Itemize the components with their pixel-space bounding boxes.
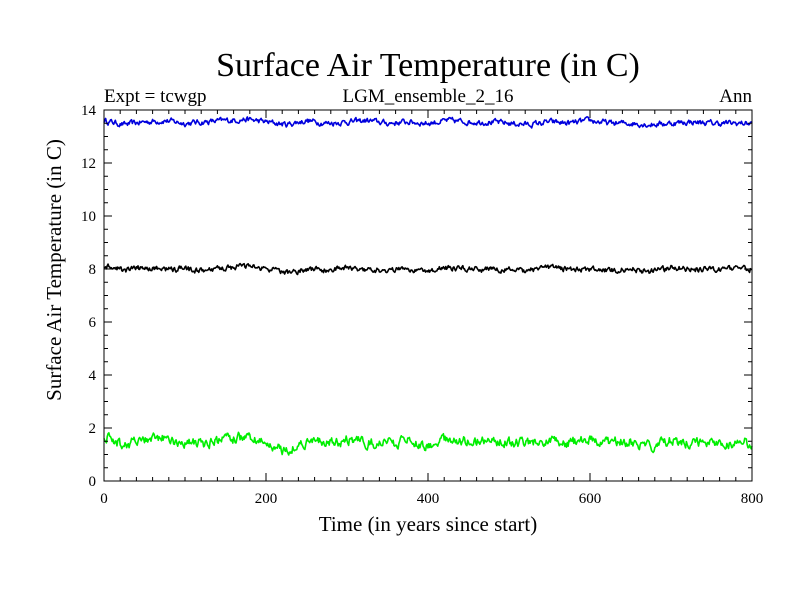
ticks-layer: 0 200 400 600 800 0 2 4 6 8 10 12 14 [81, 103, 763, 507]
y-tick-label: 12 [81, 156, 96, 172]
series-line-3 [103, 431, 753, 456]
subtitle-right: Ann [719, 86, 752, 107]
series-line-2 [103, 262, 753, 276]
series-line-1 [103, 116, 753, 129]
subtitle-left: Expt = tcwgp [104, 86, 207, 107]
y-axis-label: Surface Air Temperature (in C) [42, 139, 66, 401]
chart-title: Surface Air Temperature (in C) [216, 47, 640, 84]
y-tick-label: 0 [89, 474, 97, 490]
y-tick-label: 10 [81, 209, 96, 225]
y-tick-label: 4 [89, 368, 97, 384]
x-tick-label: 800 [741, 491, 764, 507]
x-tick-label: 400 [417, 491, 440, 507]
y-tick-label: 8 [89, 262, 97, 278]
y-tick-label: 14 [81, 103, 97, 119]
x-axis-label: Time (in years since start) [319, 512, 538, 536]
x-tick-label: 0 [100, 491, 108, 507]
series-layer [103, 116, 753, 456]
subtitle-center: LGM_ensemble_2_16 [343, 86, 514, 107]
x-tick-label: 600 [579, 491, 602, 507]
x-tick-label: 200 [255, 491, 278, 507]
y-tick-label: 6 [89, 315, 97, 331]
plot-frame [103, 109, 753, 482]
y-tick-label: 2 [89, 421, 97, 437]
